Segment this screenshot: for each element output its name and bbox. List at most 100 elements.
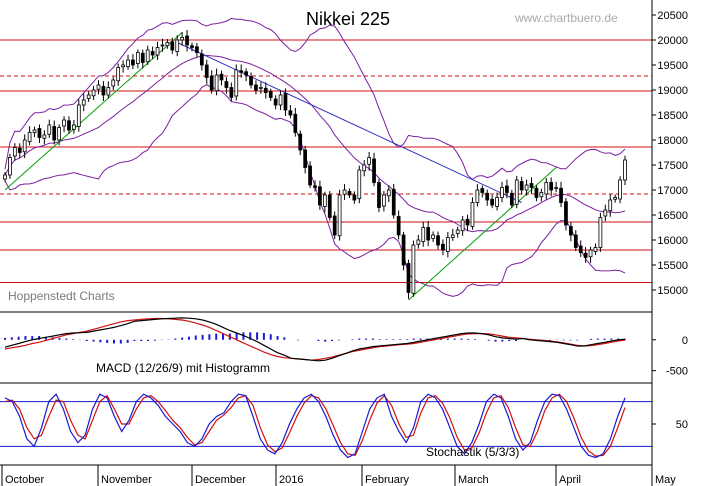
x-tick-label: November (101, 474, 152, 486)
candle-body (27, 132, 32, 142)
y-tick-label: 15000 (657, 285, 688, 297)
candle-body (263, 87, 268, 93)
candle-body (426, 227, 431, 241)
x-tick-label: March (458, 474, 489, 486)
candle-body (3, 174, 7, 180)
x-tick-label: October (5, 474, 44, 486)
candle-body (519, 181, 524, 191)
candle-body (12, 147, 17, 157)
y-tick-label: 19500 (657, 60, 688, 72)
candle-body (357, 169, 362, 199)
candle-body (116, 67, 121, 82)
candle-body (131, 59, 135, 66)
candle-body (564, 201, 568, 226)
candle-body (554, 187, 558, 189)
x-tick-label: April (559, 474, 581, 486)
stoch-d-line (4, 393, 626, 457)
moving-average-line (4, 54, 626, 233)
candle-body (303, 149, 308, 168)
candle-body (495, 197, 499, 207)
candle-body (224, 81, 229, 88)
candle-body (362, 164, 367, 172)
candle-body (293, 113, 298, 133)
candle-body (450, 234, 455, 238)
candle-body (318, 186, 322, 206)
candle-body (411, 244, 416, 294)
stochastic-label: Stochastik (5/3/3) (426, 445, 519, 459)
macd-y-tick-label: 0 (682, 335, 688, 347)
candle-body (273, 98, 278, 106)
candle-body (416, 239, 421, 245)
candle-body (534, 187, 539, 198)
y-tick-label: 20000 (657, 35, 688, 47)
candle-body (475, 189, 480, 203)
macd-label: MACD (12/26/9) mit Histogramm (96, 361, 270, 375)
trendline (4, 32, 183, 191)
stoch-y-tick-label: 50 (676, 419, 688, 431)
candle-body (244, 71, 248, 76)
candle-body (377, 182, 381, 208)
x-tick-label: 2016 (279, 474, 303, 486)
y-tick-label: 18500 (657, 110, 688, 122)
candle-body (190, 45, 194, 48)
candle-body (559, 187, 563, 203)
candle-body (529, 183, 534, 188)
candle-body (588, 249, 593, 258)
candle-body (603, 209, 608, 217)
candle-body (72, 124, 76, 130)
candle-body (17, 147, 22, 153)
candle-body (278, 94, 283, 106)
candle-body (441, 243, 445, 251)
candle-body (514, 179, 519, 205)
candle-body (62, 119, 66, 127)
candle-body (539, 192, 544, 198)
watermark: www.chartbuero.de (514, 11, 618, 25)
candle-body (382, 194, 386, 207)
candle-body (386, 189, 391, 197)
candle-body (175, 39, 180, 52)
candle-body (445, 237, 450, 252)
y-tick-label: 16500 (657, 210, 688, 222)
candle-body (313, 185, 317, 188)
candle-body (52, 126, 57, 141)
candle-body (332, 215, 337, 236)
candle-body (327, 194, 332, 218)
candle-body (160, 44, 165, 47)
candle-body (32, 129, 37, 133)
candle-body (544, 182, 549, 195)
candle-body (254, 84, 258, 91)
axis-layer: October November December 2016 February March… (0, 0, 688, 486)
grid-layer (0, 39, 652, 283)
candle-body (268, 91, 273, 98)
macd-y-tick-label: -500 (666, 366, 688, 378)
candle-body (22, 139, 27, 153)
candle-body (322, 194, 327, 207)
y-tick-label: 18000 (657, 135, 688, 147)
candle-body (623, 159, 627, 181)
macd-panel (4, 317, 626, 362)
candle-body (106, 87, 111, 96)
candle-body (47, 124, 52, 135)
candle-body (8, 157, 12, 176)
trendline (177, 42, 522, 203)
candle-body (155, 47, 160, 56)
candle-body (480, 188, 485, 193)
candle-body (204, 64, 209, 78)
candle-body (57, 127, 61, 141)
candle-body (145, 49, 150, 63)
candle-body (288, 110, 293, 116)
candle-body (283, 93, 288, 111)
candle-body (406, 263, 411, 293)
candle-body (524, 184, 529, 191)
candle-body (199, 53, 204, 66)
candle-body (509, 192, 514, 206)
candle-body (121, 64, 125, 68)
candle-body (209, 75, 214, 91)
source-label: Hoppenstedt Charts (8, 289, 115, 303)
candle-body (593, 247, 598, 252)
x-tick-label: February (365, 474, 410, 486)
y-tick-label: 17000 (657, 185, 688, 197)
y-tick-label: 16000 (657, 235, 688, 247)
candle-body (214, 74, 219, 92)
candle-body (490, 198, 495, 206)
